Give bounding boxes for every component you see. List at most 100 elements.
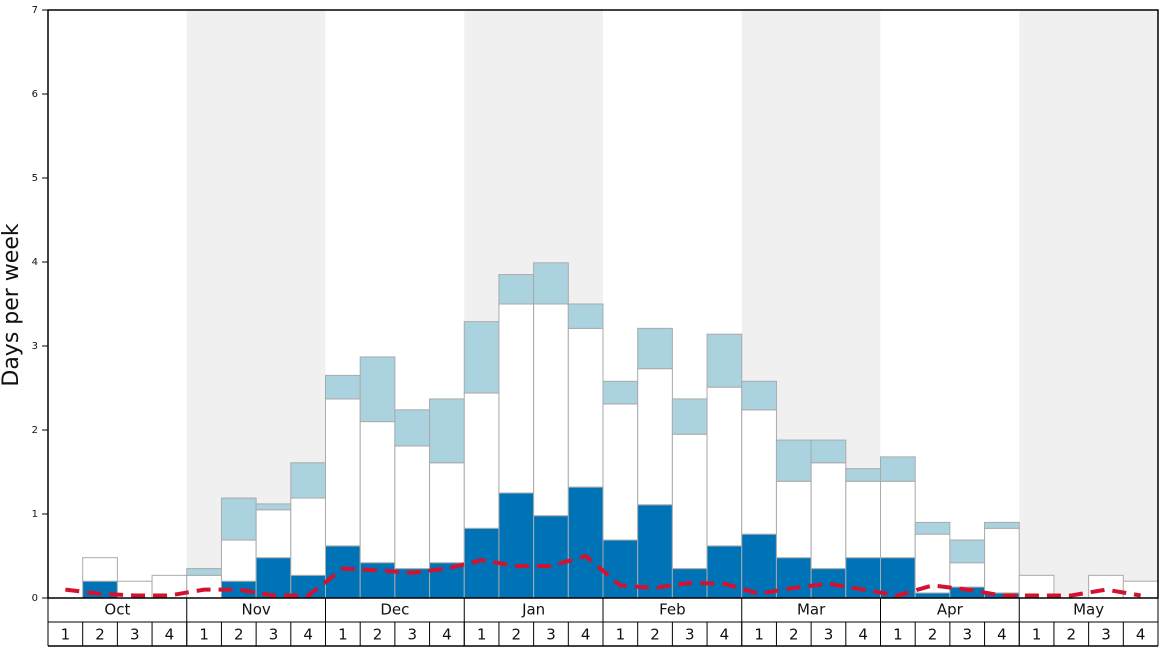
bar-segment — [637, 504, 673, 599]
x-tick-label: 1 — [893, 626, 903, 644]
bar-segment — [394, 445, 431, 570]
bar-segment — [290, 462, 326, 499]
bar-segment — [949, 539, 986, 564]
x-tick-label: 3 — [685, 626, 695, 644]
x-tick-label: 3 — [962, 626, 972, 644]
bar-segment — [671, 398, 708, 435]
month-band — [1019, 10, 1158, 598]
bar-segment — [914, 521, 951, 535]
bar-segment — [706, 545, 743, 599]
bar-segment — [290, 497, 326, 576]
y-tick-label: 7 — [32, 5, 38, 16]
bar-segment — [463, 392, 500, 529]
bar-segment — [845, 480, 881, 559]
x-tick-label: 2 — [512, 626, 522, 644]
bar-segment — [325, 374, 361, 400]
bar-segment — [498, 303, 535, 494]
x-tick-label: 3 — [130, 626, 140, 644]
bar-segment — [359, 421, 396, 564]
bar-segment — [741, 409, 777, 535]
bar-segment — [220, 539, 257, 582]
x-tick-label: 2 — [650, 626, 660, 644]
bar-segment — [186, 574, 222, 599]
bar-segment — [914, 533, 951, 594]
bar-segment — [567, 303, 604, 329]
month-label: Apr — [937, 601, 964, 619]
bar-segment — [186, 568, 222, 576]
bar-segment — [325, 545, 361, 599]
bar-segment — [567, 327, 604, 488]
bar-segment — [429, 562, 465, 599]
x-tick-label: 4 — [581, 626, 591, 644]
bar-segment — [880, 456, 916, 482]
y-tick-label: 6 — [32, 89, 38, 100]
x-tick-label: 4 — [997, 626, 1007, 644]
x-tick-label: 2 — [928, 626, 938, 644]
x-tick-label: 4 — [442, 626, 452, 644]
bar-segment — [741, 533, 777, 599]
x-tick-label: 1 — [616, 626, 626, 644]
x-tick-label: 3 — [407, 626, 417, 644]
x-tick-label: 3 — [1101, 626, 1111, 644]
x-tick-label: 1 — [477, 626, 487, 644]
x-tick-label: 3 — [546, 626, 556, 644]
bar-segment — [914, 592, 951, 599]
bar-segment — [775, 480, 812, 559]
x-tick-label: 4 — [165, 626, 175, 644]
bar-segment — [429, 462, 465, 564]
bar-segment — [325, 398, 361, 547]
bar-segment — [498, 274, 535, 305]
average-line — [65, 553, 1141, 598]
x-tick-label: 2 — [1067, 626, 1077, 644]
bar-segment — [394, 409, 431, 447]
y-tick-label: 0 — [32, 593, 38, 604]
bar-segment — [984, 521, 1020, 529]
x-tick-label: 2 — [373, 626, 383, 644]
x-tick-label: 2 — [234, 626, 244, 644]
x-tick-label: 1 — [338, 626, 348, 644]
bar-segment — [602, 380, 639, 405]
x-tick-label: 3 — [269, 626, 279, 644]
bar-segment — [880, 480, 916, 559]
x-tick-label: 1 — [1032, 626, 1042, 644]
month-label: Jan — [521, 601, 545, 619]
bar-segment — [429, 398, 465, 464]
bar-segment — [463, 321, 500, 394]
bar-segment — [498, 492, 535, 599]
month-label: Feb — [659, 601, 686, 619]
x-tick-label: 3 — [824, 626, 834, 644]
x-tick-label: 4 — [1136, 626, 1146, 644]
bar-segment — [706, 386, 743, 547]
bar-segment — [359, 356, 396, 423]
bar-segment — [220, 497, 257, 541]
bar-segment — [810, 439, 847, 464]
bar-segment — [775, 557, 812, 599]
bar-segment — [1088, 574, 1124, 599]
month-label: Dec — [380, 601, 409, 619]
bar-segment — [82, 557, 118, 582]
bar-segment — [949, 562, 986, 588]
bar-segment — [810, 462, 847, 570]
y-tick-label: 2 — [32, 425, 38, 436]
month-label: Mar — [797, 601, 826, 619]
bar-segment — [602, 403, 639, 541]
x-tick-label: 4 — [720, 626, 730, 644]
bar-segment — [255, 557, 292, 599]
bar-segment — [845, 468, 881, 482]
x-tick-label: 1 — [61, 626, 71, 644]
bar-segment — [880, 557, 916, 599]
x-tick-label: 4 — [858, 626, 868, 644]
month-label: May — [1073, 601, 1104, 619]
bar-segment — [706, 333, 743, 388]
y-axis-label: Days per week — [0, 223, 24, 386]
x-tick-label: 1 — [754, 626, 764, 644]
bar-segment — [637, 327, 673, 370]
bar-segment — [255, 503, 292, 511]
y-tick-label: 3 — [32, 341, 38, 352]
x-tick-label: 1 — [199, 626, 209, 644]
x-tick-label: 2 — [789, 626, 799, 644]
bar-segment — [671, 433, 708, 570]
x-tick-label: 4 — [303, 626, 313, 644]
y-tick-label: 5 — [32, 173, 38, 184]
